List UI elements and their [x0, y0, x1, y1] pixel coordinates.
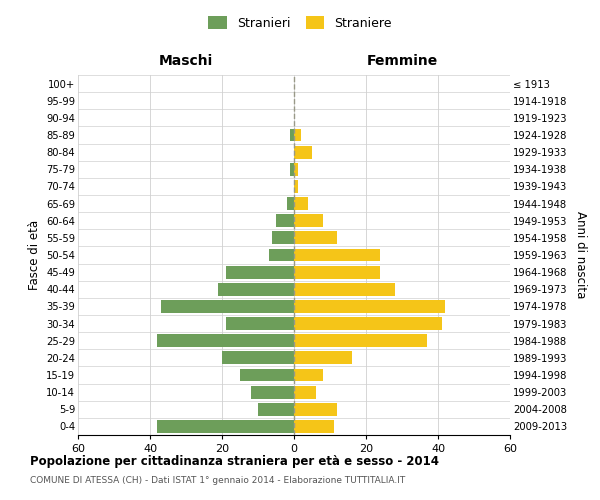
Bar: [290, 128, 294, 141]
Bar: [287, 197, 294, 210]
Legend: Stranieri, Straniere: Stranieri, Straniere: [203, 11, 397, 35]
Text: Popolazione per cittadinanza straniera per età e sesso - 2014: Popolazione per cittadinanza straniera p…: [30, 455, 439, 468]
Bar: [294, 317, 442, 330]
Bar: [294, 146, 312, 158]
Bar: [294, 334, 427, 347]
Bar: [226, 266, 294, 278]
Bar: [294, 128, 301, 141]
Bar: [269, 248, 294, 262]
Bar: [157, 334, 294, 347]
Text: Femmine: Femmine: [367, 54, 437, 68]
Bar: [294, 368, 323, 382]
Bar: [294, 232, 337, 244]
Bar: [294, 248, 380, 262]
Bar: [258, 403, 294, 415]
Bar: [218, 283, 294, 296]
Bar: [294, 266, 380, 278]
Bar: [157, 420, 294, 433]
Bar: [222, 352, 294, 364]
Y-axis label: Fasce di età: Fasce di età: [28, 220, 41, 290]
Text: COMUNE DI ATESSA (CH) - Dati ISTAT 1° gennaio 2014 - Elaborazione TUTTITALIA.IT: COMUNE DI ATESSA (CH) - Dati ISTAT 1° ge…: [30, 476, 405, 485]
Bar: [294, 386, 316, 398]
Bar: [276, 214, 294, 227]
Bar: [294, 300, 445, 313]
Bar: [294, 163, 298, 175]
Bar: [290, 163, 294, 175]
Bar: [294, 283, 395, 296]
Bar: [226, 317, 294, 330]
Bar: [240, 368, 294, 382]
Bar: [294, 197, 308, 210]
Text: Maschi: Maschi: [159, 54, 213, 68]
Bar: [161, 300, 294, 313]
Bar: [294, 180, 298, 193]
Bar: [294, 352, 352, 364]
Bar: [294, 420, 334, 433]
Bar: [294, 403, 337, 415]
Bar: [294, 214, 323, 227]
Y-axis label: Anni di nascita: Anni di nascita: [574, 212, 587, 298]
Bar: [251, 386, 294, 398]
Bar: [272, 232, 294, 244]
